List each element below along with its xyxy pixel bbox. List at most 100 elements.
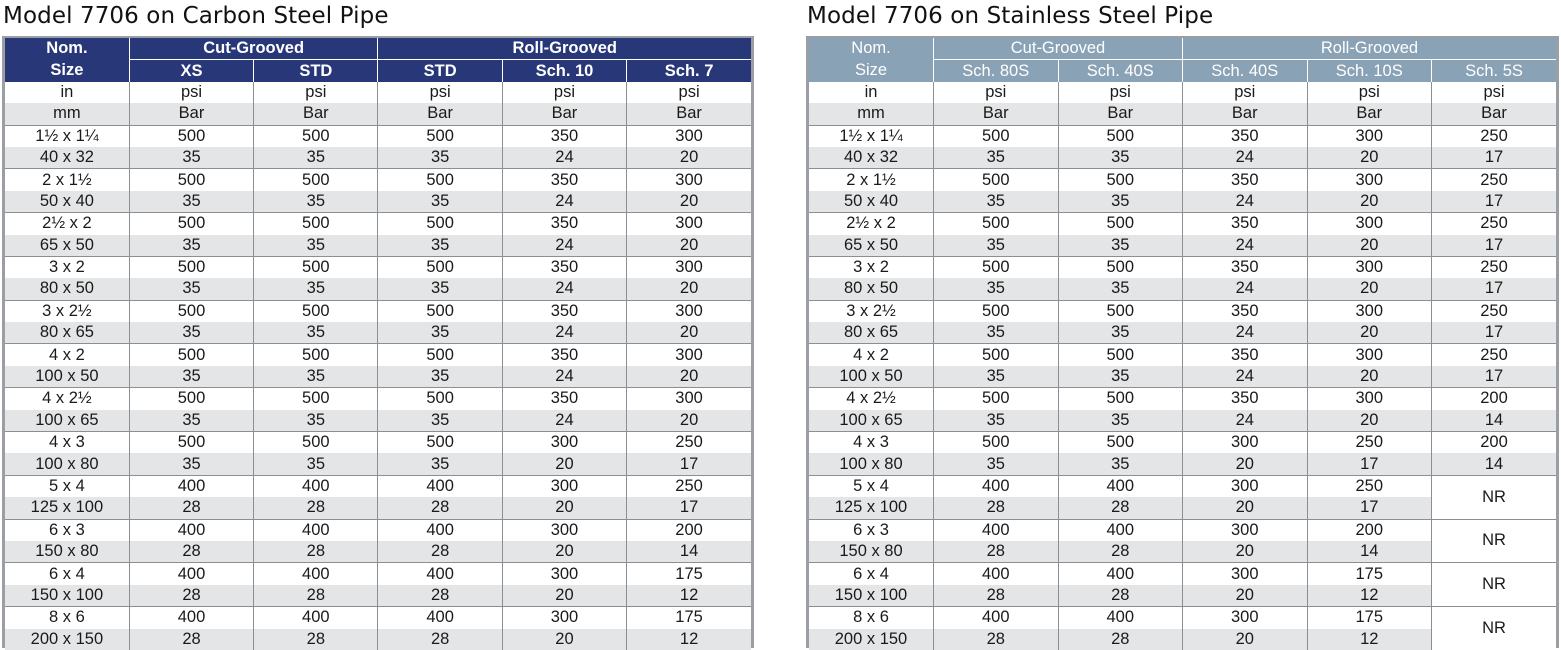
bar-value: 28 [253,497,378,520]
bar-value: 28 [933,497,1058,520]
psi-value: 500 [933,299,1058,323]
bar-value: 28 [1057,628,1183,650]
header-nom: Nom. [809,38,934,60]
table-row: 5 x 4 400 400 300 250 NR [809,474,1556,520]
psi-value: 300 [1182,431,1307,454]
bar-value: 35 [933,409,1058,432]
bar-value: 35 [253,453,378,476]
size-mm: 100 x 50 [809,365,934,388]
psi-value: 500 [1057,212,1183,235]
unit-value: Bar [626,103,751,126]
size-mm: 150 x 100 [809,584,934,607]
table-row: 50 x 40 35 35 35 24 20 [5,190,751,213]
psi-value: 350 [1182,212,1307,235]
psi-value: 400 [253,562,378,585]
size-in: 2½ x 2 [5,212,130,235]
psi-value: 300 [501,518,627,541]
table-row: 6 x 3 400 400 400 300 200 [5,518,751,541]
psi-value: 300 [1306,343,1432,366]
unit-label: mm [809,103,934,126]
bar-value: 28 [128,497,254,520]
bar-value: 20 [501,540,627,563]
psi-value: 300 [1182,518,1307,541]
psi-value: 300 [626,255,751,279]
bar-value: 20 [1182,497,1307,520]
unit-label: mm [5,103,130,126]
bar-value: 35 [933,365,1058,388]
psi-value: 200 [1431,387,1556,410]
bar-value: 24 [501,409,627,432]
table-row: 6 x 4 400 400 400 300 175 [5,562,751,585]
bar-value: 24 [501,278,627,301]
bar-value: 24 [1182,190,1307,213]
psi-value: 350 [501,255,627,279]
size-in: 3 x 2 [5,255,130,279]
psi-value: 500 [377,343,503,366]
psi-value: 300 [626,168,751,191]
size-mm: 100 x 65 [809,409,934,432]
bar-value: 35 [128,365,254,388]
unit-value: Bar [1431,103,1556,126]
header-cut-grooved: Cut-Grooved [128,38,378,61]
table-row: 2 x 1½ 500 500 350 300 250 [809,168,1556,191]
size-in: 2 x 1½ [5,168,130,191]
bar-value: 17 [1431,146,1556,169]
psi-value: 300 [501,562,627,585]
size-mm: 100 x 50 [5,365,130,388]
bar-value: 17 [1306,497,1432,520]
psi-value: 350 [1182,343,1307,366]
size-in: 1½ x 1¼ [5,124,130,147]
header-column: STD [377,59,503,82]
psi-value: 500 [253,387,378,410]
psi-value: 500 [377,124,503,147]
bar-value: 35 [253,146,378,169]
size-in: 4 x 2 [809,343,934,366]
bar-value: 35 [1057,365,1183,388]
table-row: 3 x 2 500 500 350 300 250 [809,255,1556,279]
psi-value: 400 [253,606,378,629]
table-row: 65 x 50 35 35 24 20 17 [809,234,1556,257]
psi-value: 300 [501,431,627,454]
psi-value: 250 [1431,299,1556,323]
psi-value: 500 [1057,343,1183,366]
psi-value: 250 [1431,168,1556,191]
table-row: 150 x 100 28 28 28 20 12 [5,584,751,607]
table-row: 3 x 2 500 500 500 350 300 [5,255,751,279]
bar-value: 12 [1306,628,1432,650]
table-row: 4 x 2 500 500 500 350 300 [5,343,751,366]
bar-value: 28 [377,628,503,650]
stainless-steel-title: Model 7706 on Stainless Steel Pipe [807,3,1214,29]
table-row: 4 x 2½ 500 500 500 350 300 [5,387,751,410]
bar-value: 35 [253,322,378,344]
bar-value: 35 [1057,322,1183,344]
psi-value: 500 [1057,387,1183,410]
psi-value: 500 [377,168,503,191]
header-row-groups: Nom. Cut-Grooved Roll-Grooved [809,38,1556,61]
psi-value: 250 [1431,124,1556,147]
bar-value: 20 [1182,453,1307,476]
psi-value: 400 [253,474,378,498]
psi-value: 500 [1057,299,1183,323]
header-row-schedules: Size Sch. 80S Sch. 40S Sch. 40S Sch. 10S Sch.… [809,59,1556,82]
unit-value: Bar [128,103,254,126]
table-row: 200 x 150 28 28 20 12 [809,628,1556,650]
table-row: 150 x 80 28 28 20 14 [809,540,1556,563]
bar-value: 24 [1182,146,1307,169]
psi-value: 400 [1057,518,1183,541]
table-row: 8 x 6 400 400 400 300 175 [5,606,751,629]
psi-value: 400 [253,518,378,541]
unit-value: psi [626,81,751,104]
bar-value: 35 [128,190,254,213]
table-row: 100 x 65 35 35 35 24 20 [5,409,751,432]
table-row: 80 x 65 35 35 24 20 17 [809,322,1556,344]
psi-value: 500 [253,124,378,147]
size-mm: 80 x 50 [5,278,130,301]
header-column: XS [128,59,254,82]
psi-value: 400 [128,562,254,585]
size-mm: 100 x 80 [5,453,130,476]
table-row: 1½ x 1¼ 500 500 500 350 300 [5,124,751,147]
psi-value: 500 [1057,168,1183,191]
bar-value: 20 [1306,146,1432,169]
bar-value: 17 [626,453,751,476]
not-rated-cell: NR [1431,606,1556,650]
